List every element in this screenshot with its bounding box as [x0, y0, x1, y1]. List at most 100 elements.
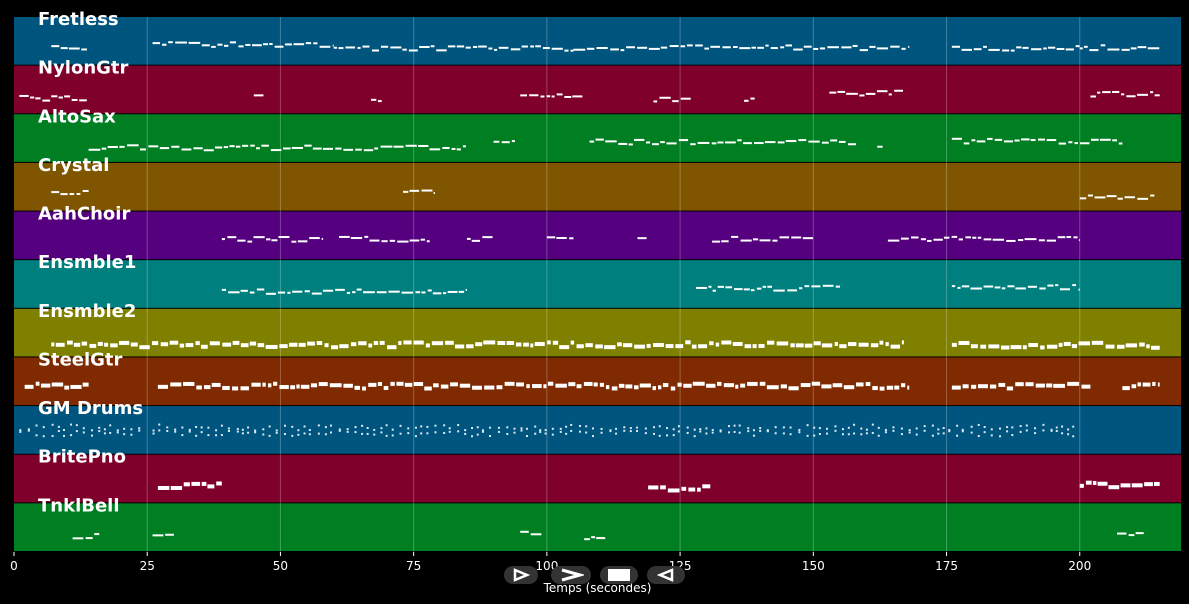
note	[434, 424, 437, 427]
note	[846, 92, 858, 95]
fast-forward-button[interactable]	[551, 566, 591, 584]
note	[215, 434, 218, 437]
note	[481, 430, 484, 433]
note	[110, 343, 118, 348]
note	[752, 429, 755, 432]
note	[806, 434, 809, 437]
note	[677, 430, 680, 433]
note	[1024, 238, 1037, 241]
note	[1071, 344, 1077, 349]
note	[130, 342, 138, 347]
note	[798, 431, 801, 434]
note	[530, 533, 542, 536]
note	[738, 431, 741, 434]
note	[782, 426, 785, 429]
note	[221, 238, 225, 241]
note	[159, 147, 170, 150]
x-tick-label: 150	[802, 559, 825, 573]
note	[855, 382, 864, 387]
note	[646, 141, 651, 144]
note	[884, 428, 887, 431]
note	[759, 381, 766, 386]
note	[987, 137, 993, 140]
note	[221, 288, 227, 291]
note	[923, 429, 926, 432]
note	[1028, 342, 1038, 347]
note	[990, 428, 993, 431]
note	[109, 431, 112, 434]
note	[431, 341, 444, 346]
note	[297, 433, 300, 436]
note	[942, 427, 945, 430]
note	[585, 431, 588, 434]
note	[57, 430, 60, 433]
note	[871, 423, 874, 426]
note	[377, 100, 382, 103]
note	[434, 431, 437, 434]
note	[1072, 435, 1075, 438]
note	[1090, 95, 1097, 98]
note	[179, 343, 185, 348]
stop-button[interactable]	[600, 566, 638, 584]
note	[466, 344, 474, 349]
note	[568, 382, 576, 387]
note	[75, 424, 78, 427]
note	[401, 291, 413, 294]
note	[869, 45, 876, 48]
note	[1039, 287, 1046, 290]
note	[457, 424, 460, 427]
note	[723, 383, 735, 388]
note	[268, 425, 271, 428]
note	[800, 383, 811, 388]
note	[544, 432, 547, 435]
note	[1079, 197, 1087, 200]
rewind-button[interactable]	[647, 566, 685, 584]
note	[1102, 91, 1111, 94]
note	[211, 382, 221, 387]
note	[972, 236, 977, 239]
note	[737, 139, 742, 142]
note	[308, 429, 311, 432]
note	[877, 434, 880, 437]
note	[989, 384, 997, 389]
note	[688, 487, 696, 492]
note	[152, 429, 155, 432]
note	[510, 48, 521, 51]
note	[283, 424, 286, 427]
note	[304, 144, 312, 147]
note	[185, 343, 194, 348]
note	[951, 235, 958, 238]
note	[1135, 532, 1144, 535]
note	[593, 382, 598, 387]
note	[98, 430, 101, 433]
note	[350, 237, 363, 240]
note	[249, 341, 257, 346]
fast-forward-icon	[561, 568, 584, 582]
note	[358, 341, 367, 346]
note	[175, 41, 187, 44]
note	[732, 341, 743, 346]
note	[1121, 93, 1125, 96]
note	[62, 428, 65, 431]
note	[759, 239, 771, 242]
play-button[interactable]	[504, 566, 538, 584]
note	[584, 538, 590, 541]
note	[931, 434, 934, 437]
note	[764, 141, 776, 144]
note	[998, 382, 1006, 387]
note	[622, 343, 633, 348]
note	[908, 429, 911, 432]
note	[544, 429, 547, 432]
note	[983, 285, 994, 288]
note	[488, 47, 493, 50]
note	[569, 237, 574, 240]
note	[476, 433, 479, 436]
note	[247, 431, 250, 434]
note	[1079, 142, 1090, 145]
note	[821, 384, 832, 389]
note	[247, 240, 253, 243]
note	[951, 285, 956, 288]
track-lane	[14, 65, 1181, 114]
note	[721, 340, 732, 345]
note	[779, 236, 790, 239]
